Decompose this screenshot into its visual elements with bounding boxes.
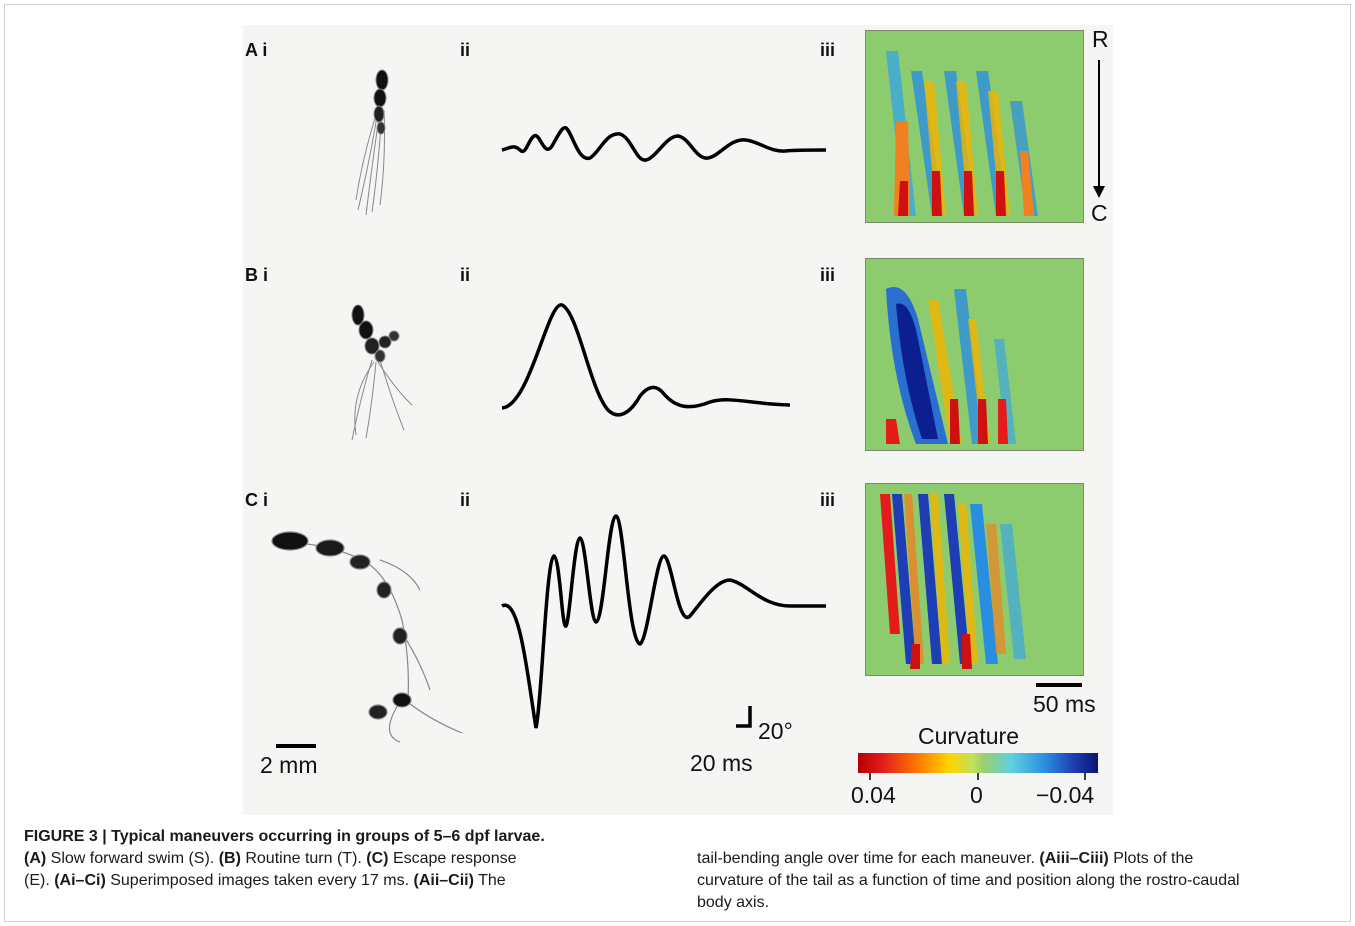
panel-label-a-iii: iii: [820, 40, 836, 60]
caption-key-aiii: (Aiii–Ciii): [1039, 850, 1109, 867]
curvature-colorbar: [858, 753, 1098, 773]
curvature-heatmap-a: [865, 30, 1084, 223]
panel-label-c-iii: iii: [820, 490, 836, 510]
tail-angle-trace-c: [501, 514, 826, 729]
heatmap-c-bands: [880, 494, 1026, 669]
caption-title: FIGURE 3 | Typical maneuvers occurring i…: [24, 828, 545, 845]
caption-text-aiii: Plots of the: [1108, 850, 1194, 867]
larva-image-b: [351, 304, 413, 441]
caption-key-b: (B): [218, 850, 241, 867]
caption-text-c2: (E).: [24, 872, 55, 889]
caption-text-col2-1: tail-bending angle over time for each ma…: [697, 850, 1040, 867]
colorbar-title: Curvature: [918, 723, 1019, 749]
panel-label-b-ii: ii: [460, 265, 471, 285]
larva-image-a: [355, 69, 389, 216]
colorbar-mid-label: 0: [970, 782, 983, 808]
panel-label-a: A i: [245, 40, 268, 60]
caption-text-col2-2: curvature of the tail as a function of t…: [697, 872, 1240, 889]
heatmap-time-scalebar-label: 50 ms: [1033, 691, 1096, 717]
larva-image-c: [271, 531, 463, 743]
figure-frame: [4, 4, 1351, 922]
heatmap-a-bands: [886, 51, 1038, 216]
angle-time-scalebar: [736, 706, 752, 728]
panel-label-c-ii: ii: [460, 490, 471, 510]
caption-key-a: (A): [24, 850, 47, 867]
caption-text-aii: The: [473, 872, 506, 889]
panel-label-c: C i: [245, 490, 269, 510]
panel-label-b-iii: iii: [820, 265, 836, 285]
caption-text-col2-3: body axis.: [697, 894, 770, 911]
heatmap-b-bands: [886, 287, 1016, 444]
caption-key-aii: (Aii–Cii): [413, 872, 474, 889]
caudal-label: C: [1091, 200, 1108, 226]
caption-text-c: Escape response: [388, 850, 517, 867]
time-scalebar-label: 20 ms: [690, 750, 753, 776]
panel-label-b: B i: [245, 265, 269, 285]
length-scalebar-label: 2 mm: [260, 752, 318, 778]
caption-text-a: Slow forward swim (S).: [46, 850, 219, 867]
caption-text-b: Routine turn (T).: [240, 850, 367, 867]
caption-text-ai: Superimposed images taken every 17 ms.: [105, 872, 414, 889]
curvature-heatmap-c: [865, 483, 1084, 676]
caption-column-left: FIGURE 3 | Typical maneuvers occurring i…: [24, 826, 644, 892]
tail-angle-trace-b: [501, 303, 791, 417]
colorbar-max-label: −0.04: [1036, 782, 1095, 808]
rostral-label: R: [1092, 26, 1109, 52]
curvature-heatmap-b: [865, 258, 1084, 451]
panel-label-a-ii: ii: [460, 40, 471, 60]
colorbar-min-label: 0.04: [851, 782, 896, 808]
tail-angle-trace-a: [501, 126, 827, 162]
caption-key-c: (C): [366, 850, 389, 867]
angle-scalebar-label: 20°: [758, 718, 793, 744]
caption-key-ai: (Ai–Ci): [54, 872, 106, 889]
caption-column-right: tail-bending angle over time for each ma…: [697, 848, 1317, 914]
